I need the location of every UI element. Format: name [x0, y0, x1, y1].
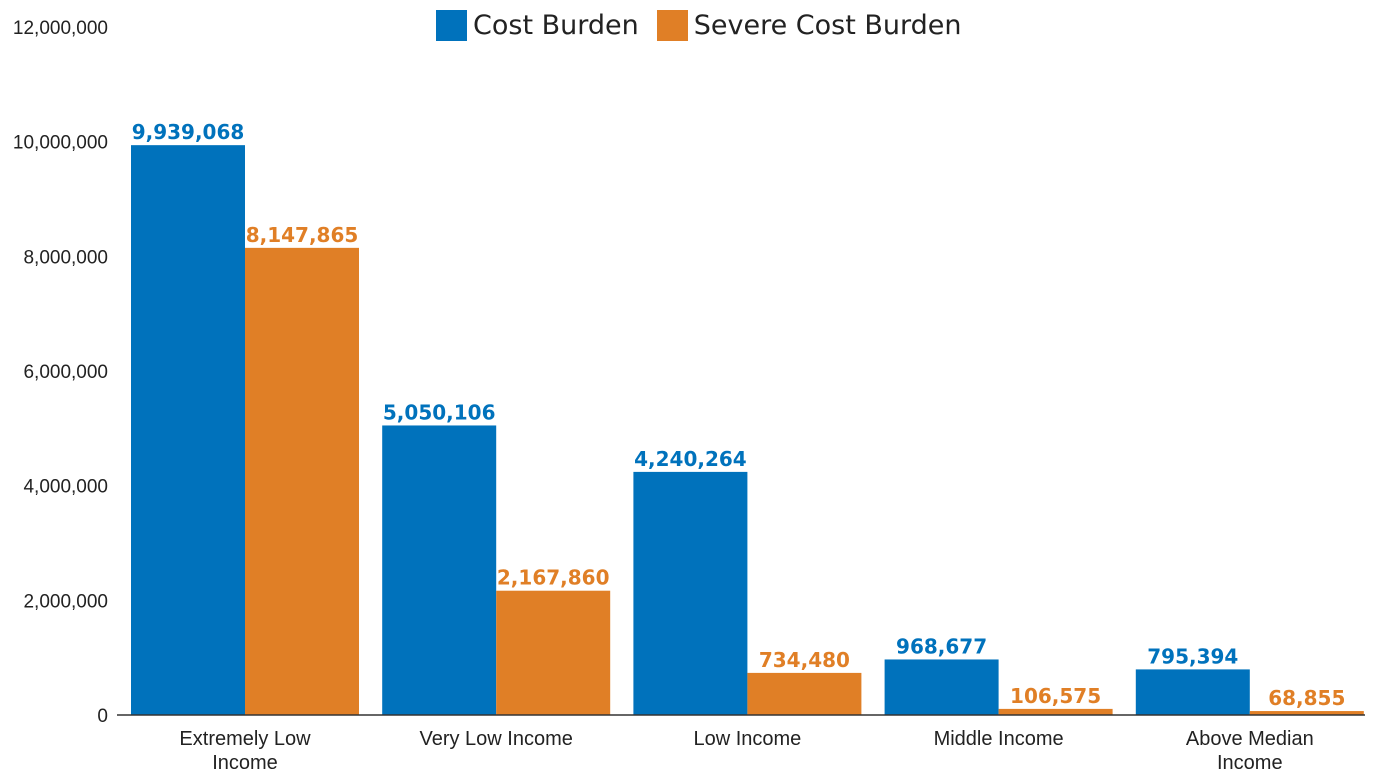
legend-swatch-cost-burden: [436, 9, 467, 41]
bar-severe-cost-burden: [496, 590, 611, 715]
data-label: 106,575: [1010, 684, 1101, 708]
data-label: 4,240,264: [634, 447, 747, 471]
legend: Cost Burden Severe Cost Burden: [436, 8, 980, 42]
data-label: 9,939,068: [132, 120, 245, 144]
category-label: Middle Income: [934, 728, 1064, 750]
data-label: 968,677: [896, 634, 987, 658]
data-label: 5,050,106: [383, 400, 496, 424]
bar-cost-burden: [884, 659, 999, 715]
bar-severe-cost-burden: [998, 708, 1113, 715]
bar-cost-burden: [382, 425, 497, 715]
category-label: Income: [1217, 752, 1283, 774]
category-label: Extremely Low: [179, 728, 311, 750]
data-label: 68,855: [1268, 686, 1345, 710]
bar-severe-cost-burden: [245, 247, 359, 715]
bar-cost-burden: [131, 145, 245, 715]
y-tick-label: 4,000,000: [23, 477, 108, 498]
data-label: 734,480: [759, 648, 850, 672]
legend-label-cost-burden: Cost Burden: [473, 9, 639, 41]
data-label: 8,147,865: [246, 223, 359, 247]
bar-severe-cost-burden: [1249, 711, 1364, 715]
category-label: Above Median: [1186, 728, 1314, 750]
data-label: 2,167,860: [497, 566, 610, 590]
y-tick-label: 12,000,000: [13, 18, 108, 39]
category-label: Low Income: [693, 728, 801, 750]
y-tick-label: 2,000,000: [23, 591, 108, 612]
y-tick-label: 0: [97, 706, 108, 727]
legend-swatch-severe-cost-burden: [656, 9, 688, 41]
y-tick-label: 8,000,000: [23, 247, 108, 268]
y-tick-label: 6,000,000: [23, 362, 108, 383]
bar-cost-burden: [1135, 669, 1250, 715]
legend-item-severe-cost-burden: Severe Cost Burden: [656, 9, 962, 41]
y-tick-label: 10,000,000: [13, 133, 108, 154]
legend-item-cost-burden: Cost Burden: [436, 9, 639, 41]
bar-severe-cost-burden: [747, 672, 862, 715]
category-label: Income: [212, 752, 278, 774]
bar-cost-burden: [633, 471, 748, 715]
legend-label-severe-cost-burden: Severe Cost Burden: [693, 9, 962, 41]
category-label: Very Low Income: [419, 728, 572, 750]
data-label: 795,394: [1147, 644, 1238, 668]
